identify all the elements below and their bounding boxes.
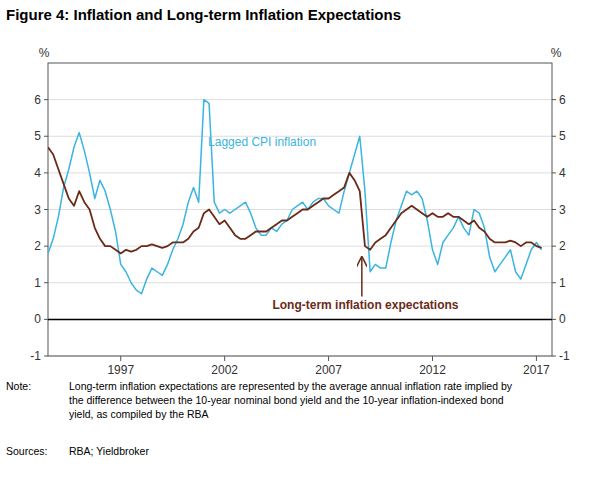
y2-tick <box>552 172 556 173</box>
y2-tick-label: 5 <box>559 129 566 143</box>
series-line <box>48 100 542 294</box>
annotation: Lagged CPI inflation <box>208 135 316 149</box>
y-tick <box>44 136 48 137</box>
annotation-arrow <box>361 257 363 296</box>
y-axis-label: % <box>39 46 50 60</box>
y2-tick-label: 1 <box>559 276 566 290</box>
y-tick-label: -1 <box>30 349 41 363</box>
y2-tick-label: 4 <box>559 166 566 180</box>
x-axis: 1997 2002 2007 2012 2017 <box>107 356 550 377</box>
y-tick-label: 1 <box>34 276 41 290</box>
y-tick <box>44 356 48 357</box>
y-tick <box>44 172 48 173</box>
y-tick-label: 0 <box>34 312 41 326</box>
y-tick-label: 6 <box>34 93 41 107</box>
note-text: Long-term inflation expectations are rep… <box>69 380 513 420</box>
y-tick <box>44 282 48 283</box>
grid-line <box>48 209 552 210</box>
y2-axis-label: % <box>551 46 562 60</box>
y2-tick <box>552 319 556 320</box>
x-tick-label: 2017 <box>523 363 550 377</box>
annotation: Long-term inflation expectations <box>272 298 458 312</box>
y2-tick-label: 2 <box>559 239 566 253</box>
y-tick <box>44 319 48 320</box>
zero-line <box>48 319 552 321</box>
y2-tick <box>552 209 556 210</box>
y-tick <box>44 99 48 100</box>
note-label: Note: <box>6 380 31 392</box>
grid-line <box>48 246 552 247</box>
y-tick-label: 4 <box>34 166 41 180</box>
y-tick <box>44 209 48 210</box>
x-tick <box>120 356 121 361</box>
annotations: Lagged CPI inflation Long-term inflation … <box>208 135 459 313</box>
sources-label: Sources: <box>6 445 47 457</box>
x-tick <box>328 356 329 361</box>
chart: Figure 4: Inflation and Long-term Inflat… <box>0 0 600 488</box>
grid-line <box>48 282 552 283</box>
y2-tick <box>552 282 556 283</box>
y2-axis: -1 0 1 2 3 4 5 6% <box>551 46 570 363</box>
x-tick <box>432 356 433 361</box>
note-line: yield, as compiled by the RBA <box>69 408 208 420</box>
plot-area <box>48 100 552 320</box>
x-tick-label: 2007 <box>315 363 342 377</box>
x-tick-label: 2002 <box>211 363 238 377</box>
y2-tick-label: 3 <box>559 203 566 217</box>
y2-tick <box>552 99 556 100</box>
y2-tick <box>552 246 556 247</box>
series-line <box>48 147 542 253</box>
grid-line <box>48 172 552 173</box>
grid-line <box>48 319 552 320</box>
y2-tick-label: -1 <box>559 349 570 363</box>
title: Figure 4: Inflation and Long-term Inflat… <box>6 6 401 23</box>
x-tick <box>224 356 225 361</box>
y2-tick <box>552 136 556 137</box>
y-tick-label: 2 <box>34 239 41 253</box>
note-line: Long-term inflation expectations are rep… <box>69 380 513 392</box>
y-tick-label: 5 <box>34 129 41 143</box>
y-tick-label: 3 <box>34 203 41 217</box>
x-tick <box>536 356 537 361</box>
x-tick-label: 2012 <box>419 363 446 377</box>
grid <box>48 100 552 356</box>
y2-tick-label: 6 <box>559 93 566 107</box>
grid-line <box>48 99 552 100</box>
y-tick <box>44 246 48 247</box>
note-line: the difference between the 10-year nomin… <box>69 394 504 406</box>
y2-tick <box>552 356 556 357</box>
y2-tick-label: 0 <box>559 312 566 326</box>
sources-text: RBA; Yieldbroker <box>69 445 149 457</box>
plot-frame <box>48 63 552 356</box>
x-tick-label: 1997 <box>107 363 134 377</box>
y-axis: -1 0 1 2 3 4 5 6% <box>30 46 49 363</box>
